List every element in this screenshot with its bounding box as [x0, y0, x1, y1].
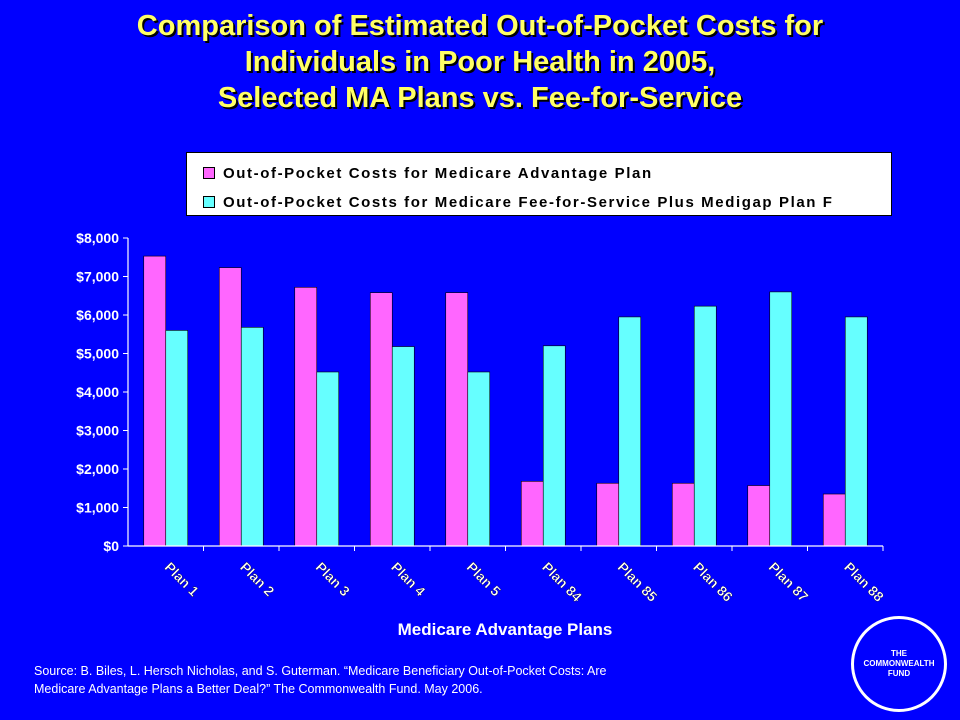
bar-ma: [218, 267, 242, 547]
bar-chart: $0 $1,000 $2,000 $3,000 $4,000 $5,000 $6,000 $7…: [76, 230, 887, 605]
bar-ffs: [165, 330, 189, 547]
source-citation: Source: B. Biles, L. Hersch Nicholas, an…: [34, 662, 754, 698]
y-tick-label: $1,000: [76, 500, 119, 516]
bar-ma: [520, 481, 544, 547]
source-line-2: Medicare Advantage Plans a Better Deal?”…: [34, 682, 483, 696]
legend-label-ffs: Out-of-Pocket Costs for Medicare Fee-for…: [223, 193, 834, 211]
chart-legend: Out-of-Pocket Costs for Medicare Advanta…: [186, 152, 892, 216]
x-tick-label: Plan 88: [841, 559, 887, 605]
bar-ma: [369, 292, 393, 547]
title-line-2: Individuals in Poor Health in 2005,: [244, 46, 716, 78]
bar-ma: [445, 292, 469, 547]
legend-item-ffs: Out-of-Pocket Costs for Medicare Fee-for…: [203, 192, 834, 212]
x-tick-label: Plan 87: [766, 559, 812, 605]
bar-ffs: [316, 371, 340, 547]
bar-ffs: [618, 316, 642, 547]
bar-ma: [671, 482, 695, 547]
x-tick-label: Plan 5: [464, 559, 505, 600]
logo-line-3: FUND: [887, 669, 911, 678]
x-tick-label: Plan 85: [615, 559, 661, 605]
title-line-1: Comparison of Estimated Out-of-Pocket Co…: [136, 10, 824, 42]
y-tick-label: $3,000: [76, 423, 119, 439]
x-tick-label: Plan 1: [162, 559, 203, 600]
x-tick-label: Plan 4: [388, 559, 429, 600]
y-tick-label: $6,000: [76, 307, 119, 323]
bar-ma: [294, 286, 318, 547]
x-tick-label: Plan 84: [539, 559, 585, 605]
page-title: Comparison of Estimated Out-of-Pocket Co…: [30, 8, 930, 116]
title-line-3: Selected MA Plans vs. Fee-for-Service: [217, 82, 743, 114]
bar-ffs: [844, 316, 868, 547]
x-tick-label: Plan 2: [237, 559, 278, 600]
bar-ffs: [769, 291, 793, 547]
bar-ma: [143, 255, 167, 547]
y-tick-label: $8,000: [76, 230, 119, 246]
y-tick-label: $5,000: [76, 346, 119, 362]
legend-swatch-ma: [203, 167, 215, 179]
bar-ma: [747, 485, 771, 547]
x-tick-label: Plan 86: [690, 559, 736, 605]
x-tick-label: Plan 3: [313, 559, 354, 600]
logo-line-1: THE: [891, 649, 907, 658]
logo-line-2: COMMONWEALTH: [863, 659, 935, 668]
bar-ffs: [542, 345, 566, 547]
bar-ma: [822, 493, 846, 547]
bar-ffs: [693, 305, 717, 547]
y-tick-label: $2,000: [76, 461, 119, 477]
legend-label-ma: Out-of-Pocket Costs for Medicare Advanta…: [223, 164, 653, 182]
bar-ffs: [391, 346, 415, 547]
bar-ffs: [467, 371, 491, 547]
bar-ffs: [240, 327, 264, 547]
legend-item-ma: Out-of-Pocket Costs for Medicare Advanta…: [203, 163, 653, 183]
y-tick-label: $4,000: [76, 384, 119, 400]
y-tick-label: $7,000: [76, 269, 119, 285]
x-axis-title: Medicare Advantage Plans: [397, 620, 613, 639]
bar-ma: [596, 482, 620, 547]
legend-swatch-ffs: [203, 196, 215, 208]
y-tick-label: $0: [103, 538, 119, 554]
commonwealth-fund-logo: THE COMMONWEALTH FUND: [851, 616, 947, 712]
source-line-1: Source: B. Biles, L. Hersch Nicholas, an…: [34, 664, 607, 678]
